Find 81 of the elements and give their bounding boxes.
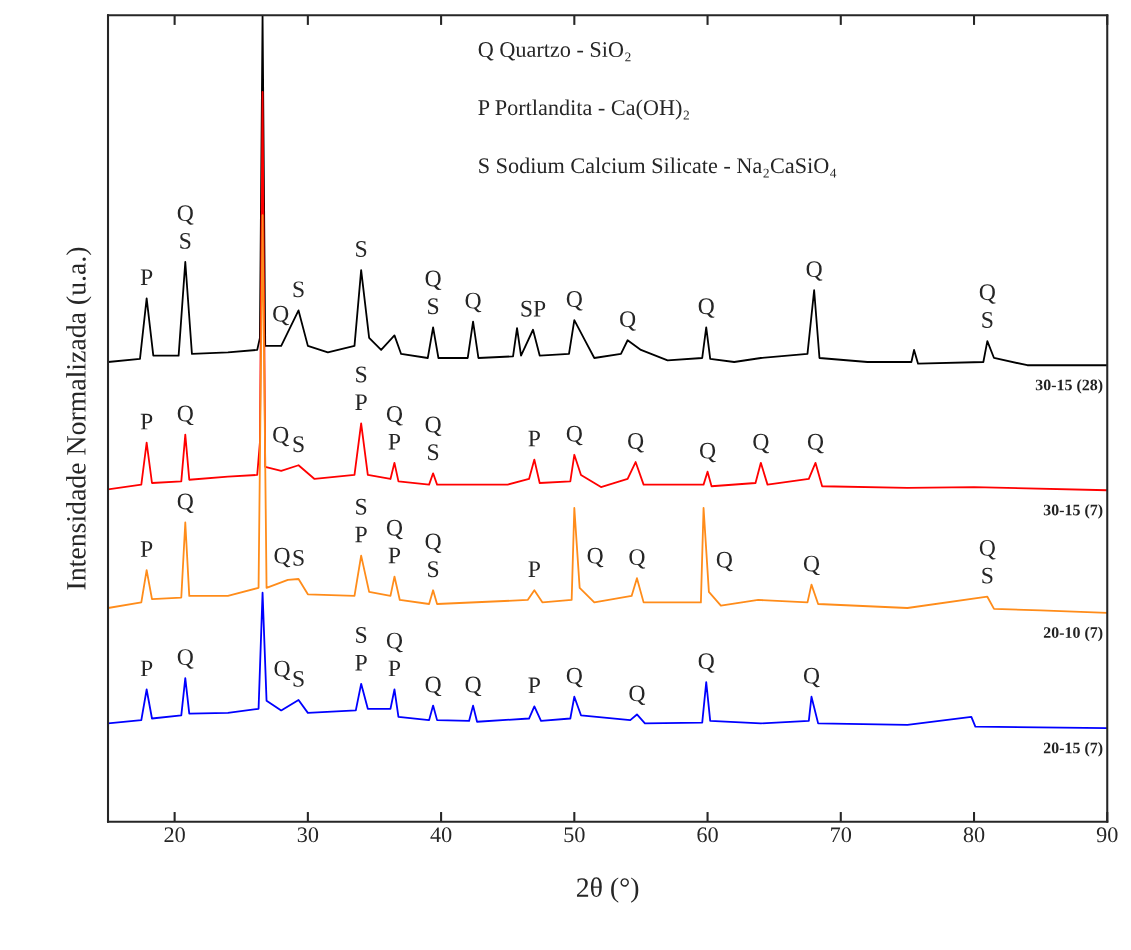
series-label: 30-15 (28)	[1035, 379, 1103, 394]
annotation: P	[355, 655, 367, 671]
annotation: Q	[177, 405, 194, 426]
annotation: Q	[803, 667, 820, 688]
annotation: S	[293, 549, 304, 566]
annotation: S	[982, 567, 993, 584]
annotation: P	[355, 526, 367, 543]
annotation: P	[355, 394, 367, 410]
annotation: P	[388, 547, 401, 564]
annotation: Q	[273, 426, 289, 447]
annotation: Q	[566, 291, 583, 311]
annotation: Q	[425, 416, 442, 437]
annotation: Q	[806, 261, 823, 281]
x-axis-title: 2θ (°)	[576, 877, 639, 903]
annotation: Q	[716, 551, 733, 572]
annotation: Q	[177, 205, 194, 225]
x-tick-label: 60	[697, 827, 718, 843]
annotation: P	[528, 561, 540, 577]
annotation: Q	[629, 549, 646, 569]
annotation: P	[528, 430, 540, 447]
annotation: Q	[465, 292, 482, 313]
annotation: S	[293, 670, 304, 687]
series-label: 30-15 (7)	[1043, 504, 1103, 519]
annotation: S	[293, 281, 304, 298]
annotation: Q	[274, 660, 291, 681]
x-tick-label: 70	[831, 827, 852, 843]
annotation: Q	[273, 305, 289, 326]
x-tick-label: 50	[564, 827, 585, 843]
annotation: Q	[465, 676, 482, 697]
annotation: P	[388, 660, 401, 677]
annotation: S	[982, 312, 993, 328]
annotation: S	[356, 241, 367, 257]
annotation: Q	[628, 433, 644, 453]
annotation: P Portlandita - Ca(OH)₂	[478, 99, 689, 120]
annotation: S	[356, 627, 367, 643]
annotation: S	[293, 436, 304, 453]
annotation: P	[140, 660, 153, 677]
annotation: Q	[425, 676, 442, 697]
annotation: Q	[386, 519, 403, 540]
annotation: Q	[386, 406, 403, 426]
annotation: Q	[177, 493, 194, 513]
annotation: SP	[521, 300, 546, 317]
annotation: P	[140, 269, 153, 285]
annotation: Q	[753, 433, 769, 454]
annotation: Q	[979, 539, 996, 560]
annotation: Q	[807, 433, 824, 454]
annotation: Q	[177, 649, 194, 669]
annotation: S	[180, 233, 191, 249]
series-label: 20-10 (7)	[1043, 626, 1103, 642]
y-axis-title: Intensidade Normalizada (u.a.)	[66, 247, 92, 590]
annotation: Q	[425, 533, 442, 553]
annotation: S	[356, 366, 367, 383]
annotation: Q	[587, 547, 604, 568]
annotation: S	[428, 561, 439, 578]
annotation: Q	[425, 270, 442, 291]
x-tick-label: 90	[1096, 827, 1118, 843]
annotation: Q	[566, 425, 583, 446]
annotation: Q	[979, 284, 996, 304]
x-tick-label: 40	[430, 827, 452, 843]
annotation: P	[388, 434, 401, 450]
annotation: P	[140, 413, 153, 430]
x-tick-label: 20	[164, 827, 185, 843]
annotation: Q	[629, 685, 646, 705]
annotation: Q	[386, 632, 403, 653]
annotation: Q	[698, 653, 715, 673]
series-label: 20-15 (7)	[1043, 742, 1103, 757]
annotation: S Sodium Calcium Silicate - Na₂CaSiO₄	[479, 157, 837, 178]
annotation: S	[356, 498, 367, 515]
annotation: S	[428, 444, 439, 461]
annotation: Q	[700, 442, 716, 463]
annotation: Q	[803, 555, 820, 576]
annotation: P	[140, 541, 153, 557]
annotation: Q	[698, 298, 715, 318]
annotation: Q	[274, 547, 291, 568]
annotation: Q	[566, 667, 583, 688]
x-tick-label: 30	[297, 827, 319, 843]
annotation: Q	[620, 311, 636, 331]
annotation: P	[528, 677, 540, 694]
x-tick-label: 80	[963, 827, 985, 843]
annotation: Q Quartzo - SiO₂	[478, 42, 631, 62]
annotation: S	[428, 298, 439, 315]
